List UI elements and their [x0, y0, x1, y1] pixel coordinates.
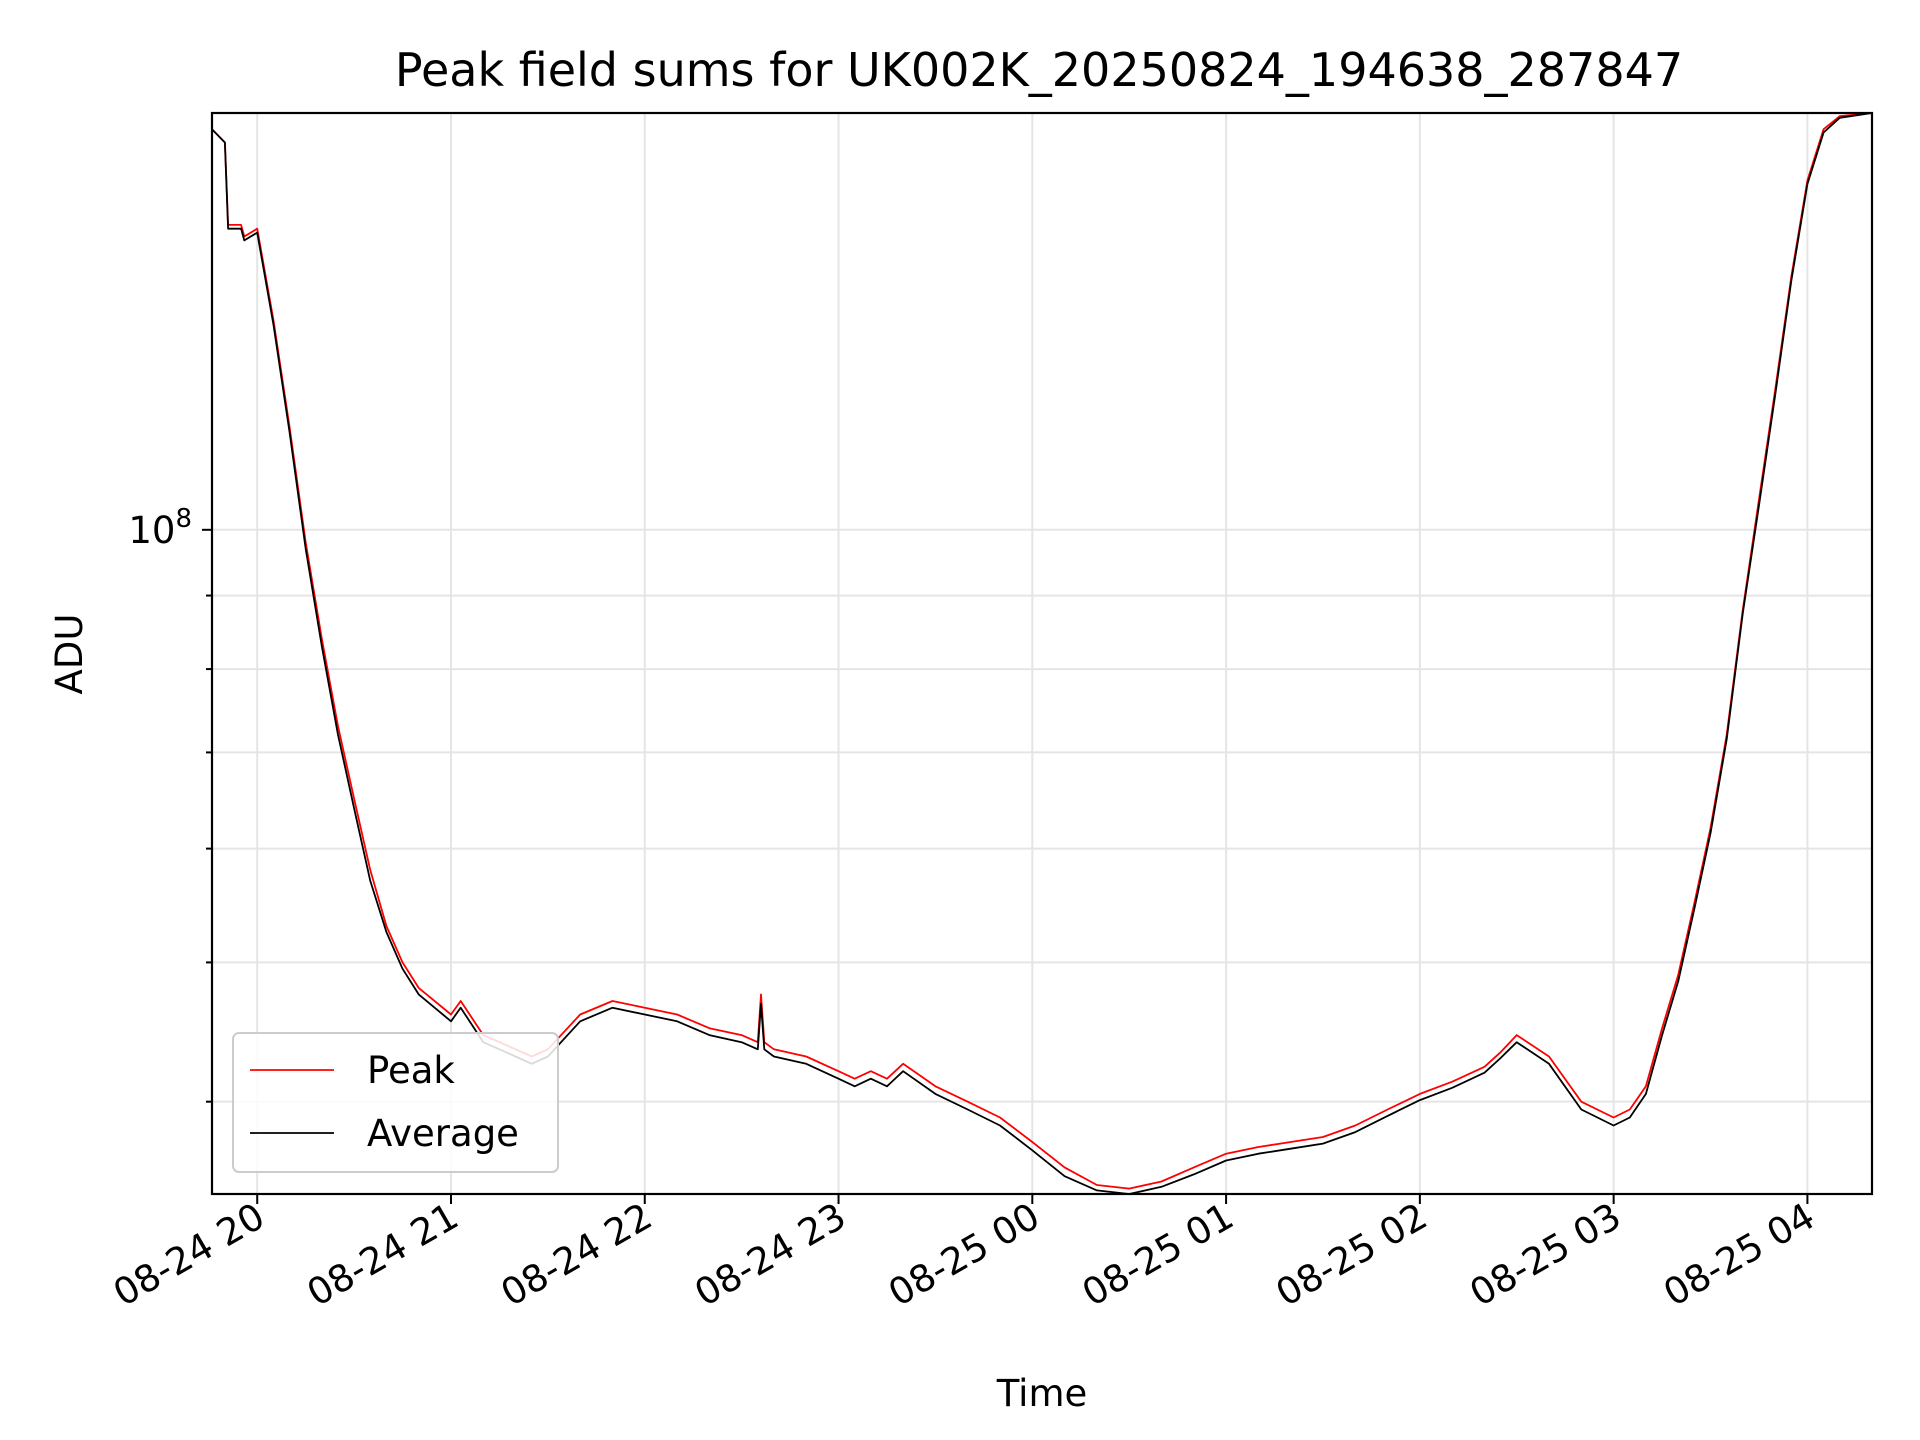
- chart-title: Peak field sums for UK002K_20250824_1946…: [395, 43, 1683, 97]
- x-axis-label: Time: [996, 1372, 1088, 1415]
- y-axis-label: ADU: [48, 614, 91, 695]
- grid: [212, 113, 1872, 1194]
- legend-box: [232, 1032, 559, 1173]
- legend-label-average: Average: [367, 1112, 519, 1155]
- legend-label-peak: Peak: [367, 1049, 455, 1092]
- y-tick-label: 108: [128, 504, 192, 552]
- series-line-peak: [211, 112, 1873, 1190]
- plot-area: [211, 112, 1873, 1195]
- axes-frame: [210, 111, 1874, 1196]
- legend: Peak Average: [232, 1032, 559, 1173]
- series-line-average: [211, 112, 1873, 1195]
